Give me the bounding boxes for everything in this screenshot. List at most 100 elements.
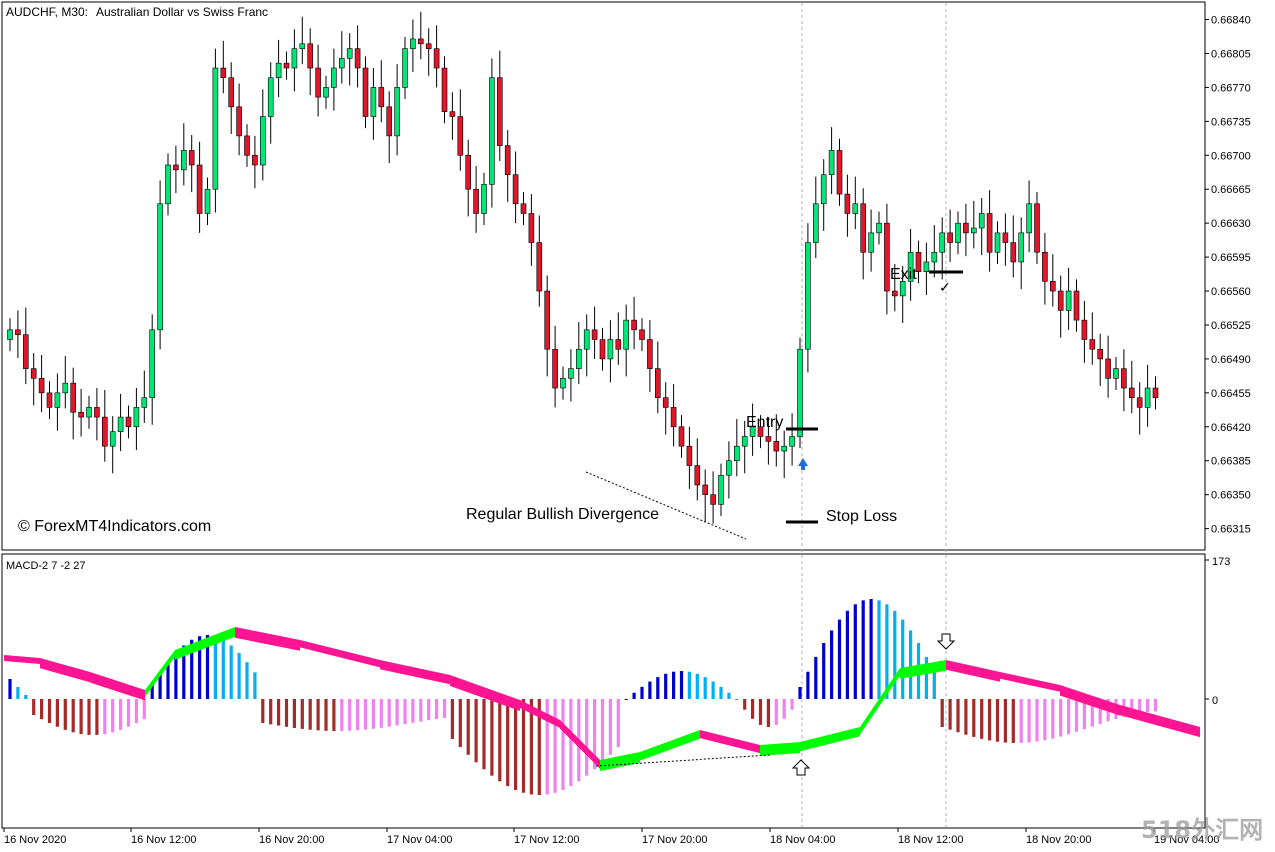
candle-body (283, 62, 290, 69)
histogram-bar (229, 645, 233, 699)
histogram-bar (521, 699, 526, 793)
candle-body (678, 426, 685, 447)
histogram-bar (371, 699, 375, 729)
candle-body (607, 339, 614, 360)
candle-body (417, 38, 424, 45)
candle-body (1136, 397, 1143, 408)
histogram-bar (995, 699, 1000, 742)
candle-body (710, 494, 716, 505)
histogram-bar (95, 699, 99, 735)
candle-body (125, 416, 132, 428)
histogram-bar (735, 699, 739, 700)
candle-body (1121, 368, 1127, 389)
stop-loss-label: Stop Loss (826, 508, 897, 525)
histogram-bar (553, 699, 557, 793)
candle-body (141, 397, 148, 408)
histogram-bar (1067, 699, 1071, 735)
candle-body (970, 227, 977, 234)
histogram-bar (640, 686, 644, 699)
divergence-line-price (585, 471, 747, 540)
candle-body (1002, 232, 1009, 243)
histogram-bar (885, 604, 889, 699)
histogram-bar (332, 699, 336, 731)
candle-body (836, 150, 843, 195)
candle-body (939, 232, 946, 253)
candle-body (181, 150, 187, 171)
signal-cloud-segment (946, 660, 1000, 682)
histogram-bar (198, 636, 202, 699)
histogram-bar (743, 699, 747, 710)
candle-body (275, 62, 282, 79)
candle-body (196, 164, 203, 214)
histogram-bar (632, 692, 636, 699)
histogram-bar (806, 671, 810, 699)
candle-body (860, 203, 867, 253)
histogram-bar (758, 699, 763, 725)
candle-body (1144, 387, 1151, 408)
histogram-bar (284, 699, 289, 727)
candle-body (1113, 368, 1119, 379)
candle-body (654, 368, 661, 399)
candle-body (568, 368, 574, 379)
corner-watermark: 518外汇网 (1141, 816, 1263, 844)
candle-body (520, 203, 527, 214)
histogram-bar (798, 687, 802, 699)
histogram-bar (63, 699, 67, 730)
histogram-bar (845, 610, 849, 699)
candle-body (599, 339, 606, 360)
histogram-bar (174, 653, 178, 699)
histogram-bar (450, 699, 454, 739)
candle-body (1129, 387, 1135, 399)
histogram-bar (1130, 699, 1134, 715)
candle-body (812, 203, 819, 243)
candle-body (1050, 281, 1056, 292)
candle-body (994, 232, 1001, 253)
candle-body (62, 382, 69, 394)
candle-body (741, 436, 748, 447)
histogram-bar (134, 699, 138, 724)
symbol-description: Australian Dollar vs Swiss Franc (96, 5, 268, 19)
histogram-bar (1138, 699, 1142, 714)
histogram-bar (292, 699, 296, 728)
candle-body (315, 67, 321, 98)
candle-body (820, 174, 827, 205)
candle-body (30, 368, 37, 379)
signal-cloud-segment (450, 675, 520, 711)
histogram-bar (593, 699, 597, 770)
histogram-bar (561, 699, 565, 790)
histogram-bar (269, 699, 273, 725)
price-tick-label: 0.66385 (1211, 456, 1251, 468)
signal-cloud-segment (4, 655, 40, 664)
candle-body (465, 154, 472, 190)
candle-body (86, 407, 92, 418)
candle-body (1089, 339, 1096, 350)
histogram-bar (1090, 699, 1094, 727)
candle-body (623, 319, 630, 350)
time-tick-label: 19 Nov 04:00 (1154, 834, 1219, 846)
histogram-bar (474, 699, 478, 763)
candle-body (267, 77, 274, 117)
candle-body (789, 436, 795, 447)
candle-body (647, 339, 653, 369)
time-tick-label: 18 Nov 12:00 (898, 834, 963, 846)
histogram-bar (261, 699, 265, 723)
candle-body (236, 106, 242, 137)
candle-body (117, 416, 124, 432)
price-tick-label: 0.66560 (1211, 286, 1251, 298)
histogram-bar (47, 699, 52, 724)
price-panel-frame (1, 1, 1206, 551)
candle-body (718, 474, 724, 505)
price-candles (7, 11, 1159, 524)
histogram-bar (340, 699, 344, 731)
candle-body (1010, 242, 1017, 263)
candle-body (204, 188, 211, 214)
histogram-bar (814, 656, 818, 699)
candle-body (46, 392, 53, 408)
candle-body (1018, 232, 1025, 263)
candle-body (963, 222, 969, 234)
price-tick-label: 0.66805 (1211, 48, 1251, 60)
histogram-bar (466, 699, 470, 755)
histogram-bar (672, 671, 676, 699)
histogram-bar (1153, 699, 1158, 712)
histogram-bar (119, 699, 123, 730)
